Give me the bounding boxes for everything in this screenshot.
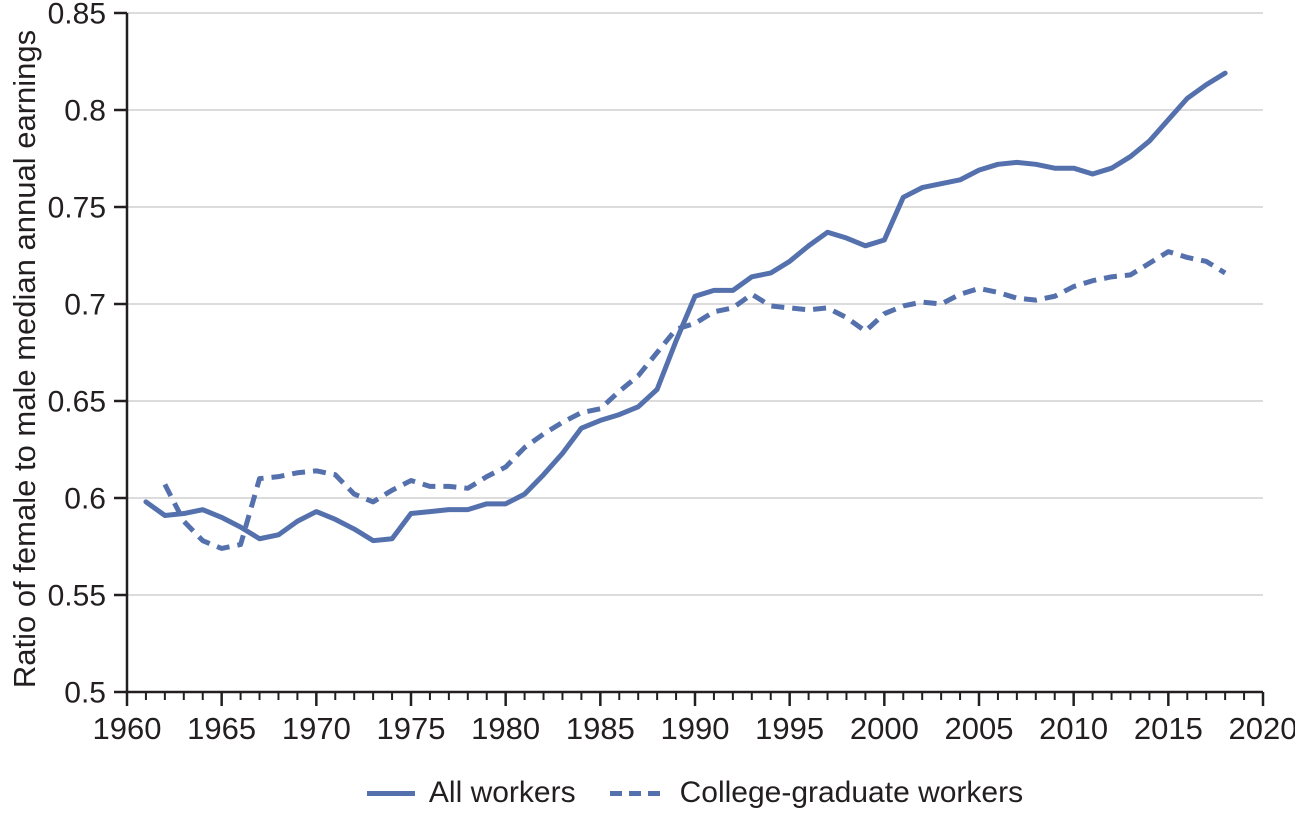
x-tick-label: 2010 (1039, 711, 1108, 746)
legend-item-college-graduate-workers: College-graduate workers (609, 776, 1024, 810)
y-tick-label: 0.65 (48, 386, 106, 419)
solid-line-swatch-icon (366, 790, 415, 796)
y-tick-label: 0.5 (64, 677, 106, 710)
x-tick-label: 1985 (566, 711, 635, 746)
series-line-college-graduate-workers (162, 249, 1227, 551)
y-tick-label: 0.75 (48, 192, 106, 225)
legend-label: College-graduate workers (679, 776, 1024, 809)
legend-item-all-workers: All workers (366, 776, 576, 810)
x-tick-label: 1980 (471, 711, 540, 746)
y-axis-label: Ratio of female to male median annual ea… (7, 29, 42, 689)
x-tick-label: 1995 (755, 711, 824, 746)
y-tick-label: 0.55 (48, 580, 106, 613)
x-tick-label: 1965 (187, 711, 256, 746)
y-tick-label: 0.7 (64, 289, 106, 322)
y-tick-label: 0.8 (64, 95, 106, 128)
legend: All workers College-graduate workers (127, 772, 1263, 814)
x-tick-label: 2015 (1134, 711, 1203, 746)
x-tick-label: 1960 (93, 711, 162, 746)
x-tick-label: 1975 (377, 711, 446, 746)
x-tick-label: 1970 (282, 711, 351, 746)
x-tick-label: 2005 (945, 711, 1014, 746)
series-line-all-workers (143, 70, 1228, 544)
y-tick-label: 0.85 (48, 0, 106, 31)
legend-label: All workers (428, 776, 576, 809)
x-tick-label: 1990 (661, 711, 730, 746)
x-tick-label: 2020 (1229, 711, 1295, 746)
dashed-line-swatch-icon (609, 790, 666, 796)
y-tick-label: 0.6 (64, 483, 106, 516)
x-tick-label: 2000 (850, 711, 919, 746)
